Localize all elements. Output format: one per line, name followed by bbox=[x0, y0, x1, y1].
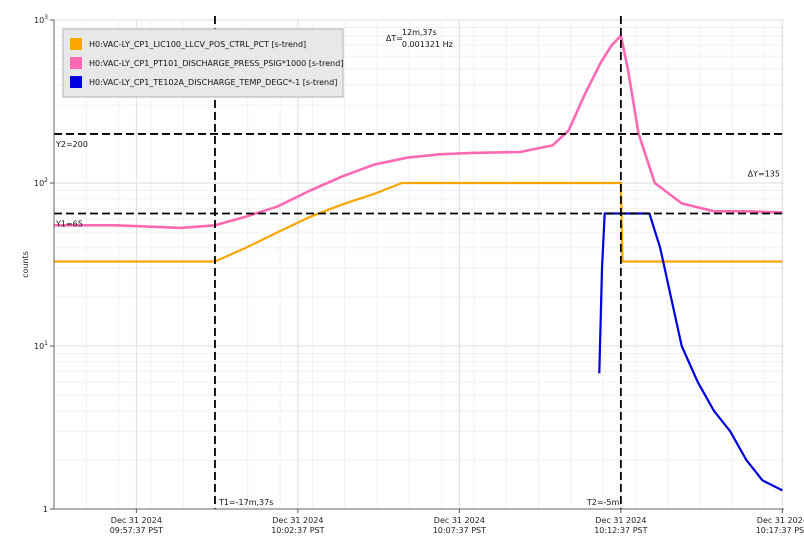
x-tick-date: Dec 31 2024 bbox=[757, 516, 804, 525]
y-axis-label: counts bbox=[21, 251, 30, 278]
y-tick-label: 103 bbox=[34, 14, 48, 25]
y-tick-label: 101 bbox=[34, 340, 48, 351]
x-tick-date: Dec 31 2024 bbox=[272, 516, 323, 525]
series-line-3 bbox=[598, 212, 783, 492]
cursor-y1-label: Y1=65 bbox=[55, 219, 83, 228]
x-tick-date: Dec 31 2024 bbox=[434, 516, 485, 525]
delta-y-label: ΔY=135 bbox=[748, 170, 780, 179]
legend-swatch-2 bbox=[70, 57, 82, 69]
delta-t-prefix: ΔT= bbox=[386, 34, 403, 43]
delta-t-frequency: 0.001321 Hz bbox=[402, 40, 453, 49]
cursor-y2-label: Y2=200 bbox=[55, 140, 88, 149]
x-tick-time: 10:07:37 PST bbox=[433, 526, 486, 535]
legend-entry-3: H0:VAC-LY_CP1_TE102A_DISCHARGE_TEMP_DEGC… bbox=[89, 78, 337, 87]
x-tick-time: 09:57:37 PST bbox=[110, 526, 163, 535]
legend-entry-2: H0:VAC-LY_CP1_PT101_DISCHARGE_PRESS_PSIG… bbox=[89, 59, 343, 68]
x-tick-time: 10:17:37 PST bbox=[756, 526, 804, 535]
series-line-2 bbox=[54, 34, 783, 230]
legend-swatch-1 bbox=[70, 38, 82, 50]
x-tick-date: Dec 31 2024 bbox=[111, 516, 162, 525]
x-tick-time: 10:12:37 PST bbox=[594, 526, 647, 535]
x-tick-date: Dec 31 2024 bbox=[595, 516, 646, 525]
legend-swatch-3 bbox=[70, 76, 82, 88]
y-tick-label: 1 bbox=[43, 505, 48, 514]
delta-t-value: 12m,37s bbox=[402, 28, 437, 37]
x-tick-time: 10:02:37 PST bbox=[271, 526, 324, 535]
legend-box bbox=[62, 28, 344, 98]
cursor-t2-label: T2=-5m bbox=[586, 498, 620, 507]
y-tick-label: 102 bbox=[34, 177, 48, 188]
cursor-t1-label: T1=-17m,37s bbox=[218, 498, 273, 507]
legend-entry-1: H0:VAC-LY_CP1_LIC100_LLCV_POS_CTRL_PCT [… bbox=[89, 40, 306, 49]
